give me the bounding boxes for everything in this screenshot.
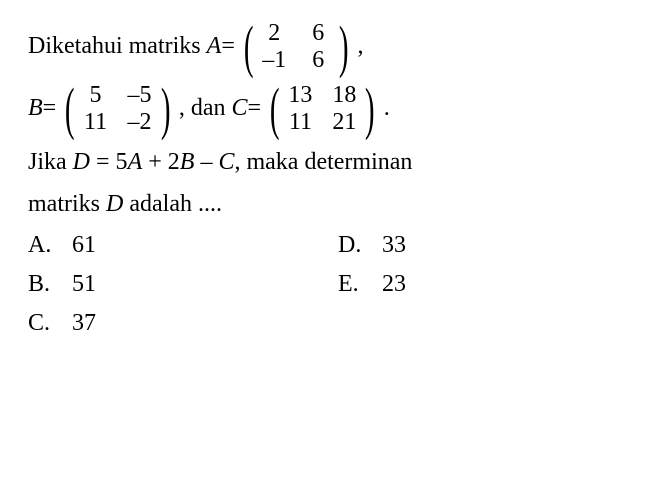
matrix-cell: –2 <box>126 109 154 136</box>
matrix-c-equals: = <box>248 92 262 126</box>
matrix-row: 5 –5 <box>82 82 154 109</box>
option-letter: B. <box>28 271 72 298</box>
paren-right-icon: ) <box>160 86 170 132</box>
matrix-cell: 5 <box>82 82 110 109</box>
eq-mid: = 5 <box>90 149 128 175</box>
option-letter: A. <box>28 232 72 259</box>
eq-mid3: – <box>194 149 218 175</box>
matrix-row: 11 –2 <box>82 109 154 136</box>
matrix-cell: –1 <box>260 47 288 74</box>
option-a: A. 61 <box>28 232 338 259</box>
line-2: B = ( 5 –5 11 –2 ) , dan C = ( 13 18 11 <box>28 82 624 136</box>
matrix-row: 2 6 <box>260 20 332 47</box>
paren-right-icon: ) <box>365 86 375 132</box>
question-post: , maka determinan <box>234 149 412 175</box>
matrix-c: ( 13 18 11 21 ) <box>265 82 380 136</box>
matrix-c-name: C <box>232 92 248 126</box>
question-pre: Jika <box>28 149 73 175</box>
matrix-cell: 11 <box>286 109 314 136</box>
matrix-b-name: B <box>28 92 43 126</box>
paren-left-icon: ( <box>244 24 254 70</box>
options-right-column: D. 33 E. 23 <box>338 232 406 337</box>
question2-pre: matriks <box>28 191 106 217</box>
paren-left-icon: ( <box>65 86 75 132</box>
matrix-row: –1 6 <box>260 47 332 74</box>
paren-left-icon: ( <box>270 86 280 132</box>
intro-text: Diketahui matriks <box>28 30 201 64</box>
option-value: 61 <box>72 232 96 259</box>
matrix-cell: 21 <box>330 109 358 136</box>
options-container: A. 61 B. 51 C. 37 D. 33 E. 23 <box>28 232 624 337</box>
matrix-c-trailing: . <box>384 92 390 126</box>
option-value: 33 <box>382 232 406 259</box>
matrix-b-body: 5 –5 11 –2 <box>80 82 156 136</box>
matrix-row: 11 21 <box>286 109 358 136</box>
option-b: B. 51 <box>28 271 338 298</box>
matrix-a-body: 2 6 –1 6 <box>258 20 334 74</box>
matrix-b-equals: = <box>43 92 57 126</box>
matrix-c-body: 13 18 11 21 <box>284 82 360 136</box>
options-left-column: A. 61 B. 51 C. 37 <box>28 232 338 337</box>
var-d: D <box>73 149 90 175</box>
matrix-a: ( 2 6 –1 6 ) <box>239 20 354 74</box>
matrix-b-trailing: , dan <box>179 92 226 126</box>
question2-post: adalah .... <box>123 191 222 217</box>
matrix-cell: –5 <box>126 82 154 109</box>
matrix-cell: 18 <box>330 82 358 109</box>
var-a: A <box>128 149 143 175</box>
question-line-2: matriks D adalah .... <box>28 186 624 222</box>
var-d2: D <box>106 191 123 217</box>
option-e: E. 23 <box>338 271 406 298</box>
option-value: 37 <box>72 310 96 337</box>
matrix-cell: 6 <box>304 47 332 74</box>
option-letter: E. <box>338 271 382 298</box>
matrix-cell: 2 <box>260 20 288 47</box>
matrix-cell: 6 <box>304 20 332 47</box>
paren-right-icon: ) <box>339 24 349 70</box>
matrix-b: ( 5 –5 11 –2 ) <box>60 82 175 136</box>
var-c: C <box>218 149 234 175</box>
question-line-1: Jika D = 5A + 2B – C, maka determinan <box>28 144 624 180</box>
option-value: 23 <box>382 271 406 298</box>
option-letter: D. <box>338 232 382 259</box>
option-value: 51 <box>72 271 96 298</box>
matrix-a-trailing: , <box>358 30 364 64</box>
option-c: C. 37 <box>28 310 338 337</box>
option-letter: C. <box>28 310 72 337</box>
matrix-cell: 13 <box>286 82 314 109</box>
matrix-cell: 11 <box>82 109 110 136</box>
matrix-a-equals: = <box>221 30 235 64</box>
matrix-row: 13 18 <box>286 82 358 109</box>
var-b: B <box>180 149 195 175</box>
line-1: Diketahui matriks A = ( 2 6 –1 6 ) , <box>28 20 624 74</box>
matrix-a-name: A <box>207 30 222 64</box>
option-d: D. 33 <box>338 232 406 259</box>
eq-mid2: + 2 <box>142 149 180 175</box>
